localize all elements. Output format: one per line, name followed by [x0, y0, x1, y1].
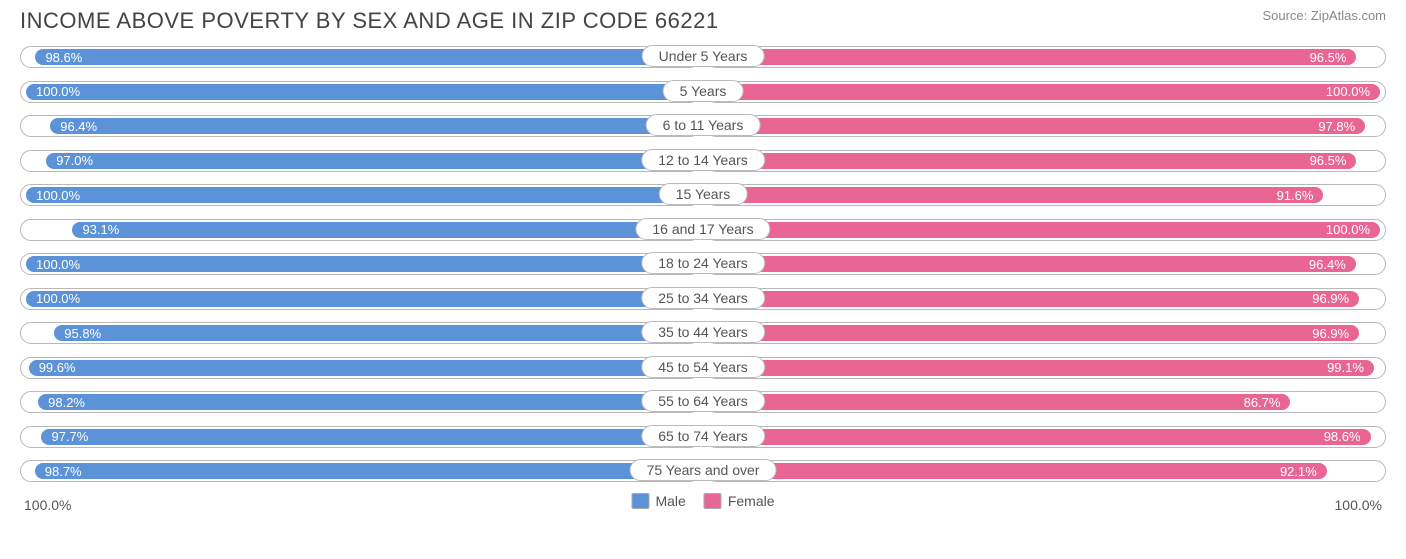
bar-male-value: 98.7%: [45, 464, 82, 479]
category-pill: 55 to 64 Years: [641, 390, 765, 412]
bar-male-value: 97.7%: [51, 429, 88, 444]
category-pill: 25 to 34 Years: [641, 287, 765, 309]
chart-row: 99.6% 99.1% 45 to 54 Years: [20, 353, 1386, 383]
chart-title: INCOME ABOVE POVERTY BY SEX AND AGE IN Z…: [20, 8, 719, 34]
legend-swatch: [631, 493, 649, 509]
chart-row: 97.0% 96.5% 12 to 14 Years: [20, 146, 1386, 176]
bar-male-value: 100.0%: [36, 257, 80, 272]
bar-female-value: 100.0%: [1326, 222, 1370, 237]
bar-male: 100.0%: [26, 84, 699, 100]
bar-female-value: 96.5%: [1310, 50, 1347, 65]
category-pill: 16 and 17 Years: [635, 218, 770, 240]
bar-female-value: 92.1%: [1280, 464, 1317, 479]
category-pill: 5 Years: [663, 80, 744, 102]
bar-female: 97.8%: [707, 118, 1365, 134]
bar-male-value: 100.0%: [36, 188, 80, 203]
legend-item: Female: [704, 493, 775, 509]
bar-female-value: 91.6%: [1277, 188, 1314, 203]
bar-female: 96.5%: [707, 49, 1356, 65]
bar-male-value: 95.8%: [64, 326, 101, 341]
bar-male: 98.7%: [35, 463, 699, 479]
bar-male: 100.0%: [26, 291, 699, 307]
legend-label: Male: [655, 493, 685, 509]
category-pill: Under 5 Years: [642, 45, 765, 67]
bar-male-value: 100.0%: [36, 84, 80, 99]
bar-female: 96.5%: [707, 153, 1356, 169]
bar-female-value: 98.6%: [1324, 429, 1361, 444]
bar-male-value: 96.4%: [60, 119, 97, 134]
bar-male: 98.6%: [35, 49, 699, 65]
category-pill: 45 to 54 Years: [641, 356, 765, 378]
bar-female: 86.7%: [707, 394, 1290, 410]
bar-male-value: 93.1%: [82, 222, 119, 237]
bar-female-value: 96.9%: [1312, 326, 1349, 341]
bar-male: 100.0%: [26, 187, 699, 203]
bar-female: 96.9%: [707, 291, 1359, 307]
chart-row: 100.0% 96.9% 25 to 34 Years: [20, 284, 1386, 314]
chart-source: Source: ZipAtlas.com: [1262, 8, 1386, 23]
chart-row: 100.0% 96.4% 18 to 24 Years: [20, 249, 1386, 279]
chart-row: 93.1% 100.0% 16 and 17 Years: [20, 215, 1386, 245]
category-pill: 12 to 14 Years: [641, 149, 765, 171]
chart-row: 98.6% 96.5% Under 5 Years: [20, 42, 1386, 72]
bar-female-value: 100.0%: [1326, 84, 1370, 99]
bar-male-value: 97.0%: [56, 153, 93, 168]
bar-female-value: 96.4%: [1309, 257, 1346, 272]
legend-swatch: [704, 493, 722, 509]
bar-male-value: 98.2%: [48, 395, 85, 410]
bar-female-value: 96.5%: [1310, 153, 1347, 168]
bar-male: 95.8%: [54, 325, 699, 341]
bar-male: 93.1%: [72, 222, 699, 238]
bar-male: 98.2%: [38, 394, 699, 410]
bar-male-value: 100.0%: [36, 291, 80, 306]
chart-row: 98.2% 86.7% 55 to 64 Years: [20, 387, 1386, 417]
bar-male: 96.4%: [50, 118, 699, 134]
bar-female: 98.6%: [707, 429, 1371, 445]
chart-footer: 100.0% Male Female 100.0%: [0, 491, 1406, 539]
chart-row: 100.0% 100.0% 5 Years: [20, 77, 1386, 107]
bar-male: 99.6%: [29, 360, 699, 376]
category-pill: 65 to 74 Years: [641, 425, 765, 447]
bar-male: 100.0%: [26, 256, 699, 272]
chart-row: 96.4% 97.8% 6 to 11 Years: [20, 111, 1386, 141]
bar-male-value: 99.6%: [39, 360, 76, 375]
bar-male: 97.7%: [41, 429, 699, 445]
chart-row: 100.0% 91.6% 15 Years: [20, 180, 1386, 210]
legend-item: Male: [631, 493, 685, 509]
category-pill: 75 Years and over: [630, 459, 777, 481]
axis-label-left: 100.0%: [24, 497, 71, 513]
bar-female-value: 97.8%: [1318, 119, 1355, 134]
legend-label: Female: [728, 493, 775, 509]
bar-female: 100.0%: [707, 222, 1380, 238]
legend: Male Female: [631, 493, 774, 509]
bar-male-value: 98.6%: [45, 50, 82, 65]
category-pill: 35 to 44 Years: [641, 321, 765, 343]
bar-female: 99.1%: [707, 360, 1374, 376]
category-pill: 15 Years: [659, 183, 748, 205]
category-pill: 6 to 11 Years: [646, 114, 761, 136]
bar-female: 96.4%: [707, 256, 1356, 272]
chart-row: 98.7% 92.1% 75 Years and over: [20, 456, 1386, 486]
bar-female: 96.9%: [707, 325, 1359, 341]
bar-female: 92.1%: [707, 463, 1327, 479]
axis-label-right: 100.0%: [1335, 497, 1382, 513]
chart-row: 97.7% 98.6% 65 to 74 Years: [20, 422, 1386, 452]
bar-female-value: 99.1%: [1327, 360, 1364, 375]
bar-female-value: 96.9%: [1312, 291, 1349, 306]
bar-female: 91.6%: [707, 187, 1323, 203]
chart-row: 95.8% 96.9% 35 to 44 Years: [20, 318, 1386, 348]
chart-header: INCOME ABOVE POVERTY BY SEX AND AGE IN Z…: [0, 0, 1406, 38]
chart-area: 98.6% 96.5% Under 5 Years 100.0% 100.0% 5 Yea…: [0, 38, 1406, 486]
bar-female: 100.0%: [707, 84, 1380, 100]
category-pill: 18 to 24 Years: [641, 252, 765, 274]
bar-female-value: 86.7%: [1244, 395, 1281, 410]
bar-male: 97.0%: [46, 153, 699, 169]
